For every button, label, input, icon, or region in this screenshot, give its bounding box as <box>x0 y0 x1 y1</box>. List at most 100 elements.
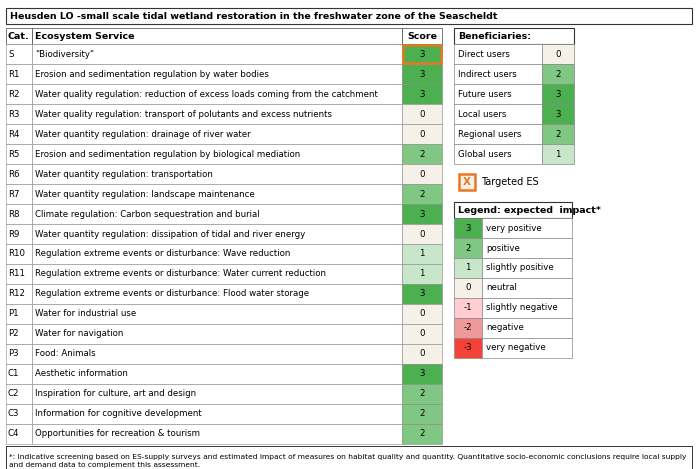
Text: Regulation extreme events or disturbance: Flood water storage: Regulation extreme events or disturbance… <box>35 289 309 298</box>
Text: Erosion and sedimentation regulation by biological mediation: Erosion and sedimentation regulation by … <box>35 150 300 159</box>
Text: 0: 0 <box>419 109 425 119</box>
Text: very negative: very negative <box>486 343 546 353</box>
Bar <box>6 64 32 84</box>
Text: -1: -1 <box>463 303 473 312</box>
Text: Erosion and sedimentation regulation by water bodies: Erosion and sedimentation regulation by … <box>35 69 269 78</box>
Bar <box>454 44 542 64</box>
Text: R1: R1 <box>8 69 20 78</box>
Text: 1: 1 <box>466 264 470 272</box>
Bar <box>32 324 402 344</box>
Text: Water quantity regulation: transportation: Water quantity regulation: transportatio… <box>35 169 213 179</box>
Text: R3: R3 <box>8 109 20 119</box>
Bar <box>6 264 32 284</box>
Bar <box>402 164 442 184</box>
Text: Opportunities for recreation & tourism: Opportunities for recreation & tourism <box>35 430 200 439</box>
Bar <box>482 318 572 338</box>
Bar <box>6 8 692 24</box>
Text: Heusden LO -small scale tidal wetland restoration in the freshwater zone of the : Heusden LO -small scale tidal wetland re… <box>10 12 498 21</box>
Bar <box>402 304 442 324</box>
Text: 1: 1 <box>419 250 425 258</box>
Text: R10: R10 <box>8 250 25 258</box>
Text: 2: 2 <box>419 389 425 399</box>
Text: 3: 3 <box>419 90 425 98</box>
Bar <box>403 45 441 63</box>
Bar <box>6 224 32 244</box>
Text: Cat.: Cat. <box>8 31 30 40</box>
Text: R11: R11 <box>8 270 25 279</box>
Bar <box>402 184 442 204</box>
Text: Food: Animals: Food: Animals <box>35 349 96 358</box>
Text: 2: 2 <box>419 430 425 439</box>
Text: 2: 2 <box>419 189 425 198</box>
Bar <box>402 324 442 344</box>
Bar <box>402 144 442 164</box>
Bar <box>542 84 574 104</box>
Bar <box>32 104 402 124</box>
Text: 0: 0 <box>555 50 560 59</box>
Text: R2: R2 <box>8 90 20 98</box>
Bar <box>542 124 574 144</box>
Text: positive: positive <box>486 243 520 252</box>
Bar <box>402 384 442 404</box>
Bar <box>482 238 572 258</box>
Text: R12: R12 <box>8 289 25 298</box>
Bar <box>6 304 32 324</box>
Text: 0: 0 <box>419 330 425 339</box>
Bar <box>6 28 32 44</box>
Text: Targeted ES: Targeted ES <box>481 177 539 187</box>
Text: 0: 0 <box>419 310 425 318</box>
Text: Water for industrial use: Water for industrial use <box>35 310 136 318</box>
Bar <box>454 144 542 164</box>
Text: Water quantity regulation: drainage of river water: Water quantity regulation: drainage of r… <box>35 129 251 138</box>
Bar <box>454 298 482 318</box>
Bar <box>454 28 574 44</box>
Text: 1: 1 <box>555 150 560 159</box>
Bar <box>6 44 32 64</box>
Bar <box>6 364 32 384</box>
Text: 3: 3 <box>466 224 470 233</box>
Bar <box>402 104 442 124</box>
Bar <box>32 204 402 224</box>
Text: 3: 3 <box>419 69 425 78</box>
Bar <box>32 224 402 244</box>
Bar <box>402 264 442 284</box>
Text: Global users: Global users <box>458 150 512 159</box>
Text: R7: R7 <box>8 189 20 198</box>
Bar <box>402 224 442 244</box>
Text: 2: 2 <box>466 243 470 252</box>
Text: Aesthetic information: Aesthetic information <box>35 370 128 378</box>
Text: slightly positive: slightly positive <box>486 264 554 272</box>
Text: 0: 0 <box>466 283 470 293</box>
Bar <box>454 124 542 144</box>
Bar <box>32 424 402 444</box>
Bar <box>542 144 574 164</box>
Text: *: Indicative screening based on ES-supply surveys and estimated impact of measu: *: Indicative screening based on ES-supp… <box>9 454 687 468</box>
Text: 3: 3 <box>419 289 425 298</box>
Bar <box>482 298 572 318</box>
Text: 3: 3 <box>419 50 425 59</box>
Bar <box>402 404 442 424</box>
Bar <box>32 84 402 104</box>
Text: C3: C3 <box>8 409 20 418</box>
Text: Indirect users: Indirect users <box>458 69 517 78</box>
Text: R5: R5 <box>8 150 20 159</box>
Bar <box>482 258 572 278</box>
Bar <box>32 264 402 284</box>
Bar <box>454 338 482 358</box>
Bar <box>454 218 482 238</box>
Text: R6: R6 <box>8 169 20 179</box>
Bar <box>6 104 32 124</box>
Bar <box>402 84 442 104</box>
Text: 2: 2 <box>555 129 560 138</box>
Text: S: S <box>8 50 13 59</box>
Bar <box>482 278 572 298</box>
Text: Information for cognitive development: Information for cognitive development <box>35 409 202 418</box>
Bar <box>454 278 482 298</box>
Text: -3: -3 <box>463 343 473 353</box>
Text: Regional users: Regional users <box>458 129 521 138</box>
Text: Local users: Local users <box>458 109 506 119</box>
Text: Legend: expected  impact*: Legend: expected impact* <box>458 205 601 214</box>
Bar <box>402 28 442 44</box>
Text: Water quantity regulation: landscape maintenance: Water quantity regulation: landscape mai… <box>35 189 255 198</box>
Bar <box>6 344 32 364</box>
